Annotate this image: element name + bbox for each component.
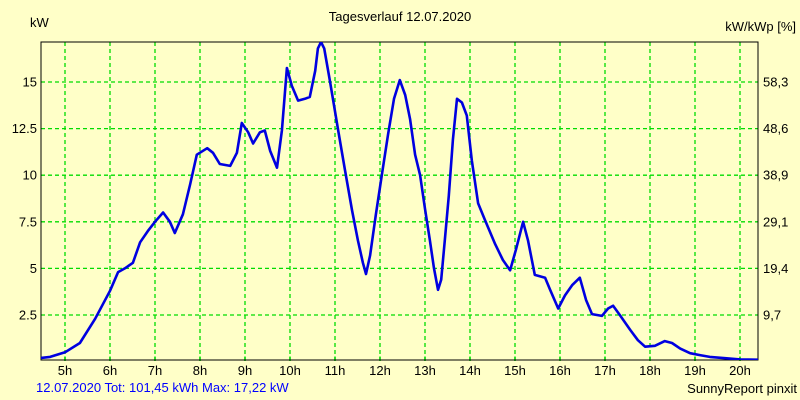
y-tick-label-right: 58,3 bbox=[763, 75, 788, 90]
x-tick-label: 17h bbox=[594, 363, 616, 378]
right-axis-unit-label: kW/kWp [%] bbox=[725, 19, 796, 34]
y-tick-labels-right: 9,7 19,4 29,1 38,9 48,6 58,3 bbox=[763, 75, 788, 323]
x-tick-label: 8h bbox=[193, 363, 207, 378]
y-tick-label-left: 5 bbox=[30, 261, 37, 276]
left-axis-unit-label: kW bbox=[30, 15, 50, 30]
summary-text: 12.07.2020 Tot: 101,45 kWh Max: 17,22 kW bbox=[36, 380, 289, 395]
x-tick-label: 12h bbox=[369, 363, 391, 378]
power-curve bbox=[41, 42, 758, 360]
x-tick-label: 11h bbox=[325, 363, 346, 378]
grid-layer bbox=[41, 42, 758, 360]
x-tick-label: 18h bbox=[639, 363, 661, 378]
x-tick-label: 16h bbox=[549, 363, 571, 378]
y-tick-label-left: 2.5 bbox=[19, 308, 37, 323]
x-tick-label: 15h bbox=[504, 363, 526, 378]
x-tick-label: 20h bbox=[729, 363, 751, 378]
y-tick-label-right: 38,9 bbox=[763, 168, 788, 183]
x-tick-label: 14h bbox=[459, 363, 481, 378]
x-tick-label: 13h bbox=[414, 363, 436, 378]
y-tick-label-right: 48,6 bbox=[763, 121, 788, 136]
chart-title: Tagesverlauf 12.07.2020 bbox=[329, 9, 471, 24]
x-tick-label: 7h bbox=[148, 363, 162, 378]
y-tick-label-left: 12.5 bbox=[12, 121, 37, 136]
y-tick-label-right: 9,7 bbox=[763, 308, 781, 323]
y-tick-label-left: 7.5 bbox=[19, 214, 37, 229]
brand-text: SunnyReport pinxit bbox=[687, 381, 797, 396]
y-tick-label-right: 29,1 bbox=[763, 214, 788, 229]
y-tick-labels-left: 2.5 5 7.5 10 12.5 15 bbox=[12, 75, 37, 323]
x-tick-label: 19h bbox=[684, 363, 706, 378]
y-tick-label-left: 15 bbox=[23, 75, 37, 90]
x-tick-label: 5h bbox=[58, 363, 72, 378]
x-tick-label: 6h bbox=[103, 363, 117, 378]
y-tick-label-left: 10 bbox=[23, 168, 37, 183]
x-tick-label: 10h bbox=[279, 363, 301, 378]
plot-border bbox=[40, 41, 759, 361]
y-tick-label-right: 19,4 bbox=[763, 261, 788, 276]
x-tick-label: 9h bbox=[238, 363, 252, 378]
x-tick-labels: 5h 6h 7h 8h 9h 10h 11h 12h 13h 14h 15h 16h 17h 18h 19h… bbox=[58, 363, 751, 378]
